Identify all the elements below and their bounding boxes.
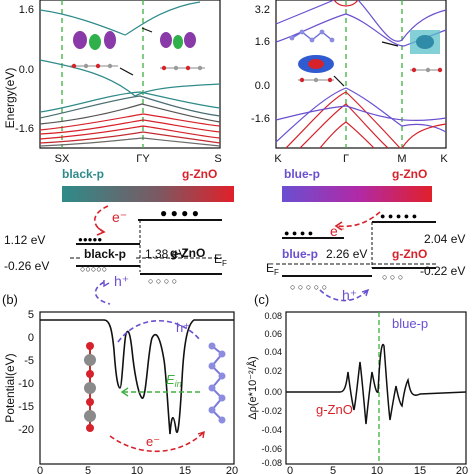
- material-label-blue-p: blue-p: [282, 247, 318, 261]
- band-left-ylabel: Energy(eV): [3, 68, 17, 129]
- band-right-xtick: M: [397, 153, 406, 165]
- electron-dots: ●●●●●: [78, 235, 102, 244]
- band-structure-blue-p: 3.2 1.6 0.0 -1.6 K Γ M K: [251, 0, 448, 165]
- panel-b-ylabel: Potential(eV): [3, 353, 17, 422]
- band-right-ytick: -1.6: [251, 113, 270, 125]
- band-left-ytick: 0.0: [19, 64, 34, 76]
- band-left-xtick: SX: [55, 153, 70, 165]
- panel-b-potential: (b) h⁺ e⁻ Ein 5 0 -5: [2, 292, 238, 474]
- panel-b-ytick: 5: [28, 309, 34, 321]
- panel-c-ytick: 0.06: [264, 329, 282, 339]
- electron-label-b: e⁻: [146, 434, 160, 449]
- panel-b-ytick: -15: [18, 401, 34, 413]
- band-right-xtick: K: [274, 153, 282, 165]
- gap-label-right: 2.26 eV: [326, 247, 367, 261]
- gradient-right-label-g-zno: g-ZnO: [392, 167, 427, 181]
- panel-b-xtick: 0: [37, 465, 43, 474]
- panel-c-ytick: 0.04: [264, 347, 282, 357]
- panel-b-xtick: 20: [226, 465, 238, 474]
- gradient-left-label-black-p: black-p: [62, 167, 104, 181]
- charge-density-inset-right: [289, 29, 443, 83]
- energy-bottom-right: -0.22 eV: [420, 264, 465, 278]
- fermi-label-right: EF: [266, 261, 279, 277]
- charge-density-inset-left: [70, 31, 205, 71]
- electron-dots: ● ● ● ●: [160, 206, 199, 220]
- gradient-left-label-g-zno: g-ZnO: [182, 167, 217, 181]
- panel-b-xtick: 10: [131, 465, 143, 474]
- hole-label-right: h⁺: [342, 287, 357, 303]
- panel-b-ytick: -20: [18, 424, 34, 436]
- band-right-ytick: 0.0: [255, 80, 270, 92]
- panel-c-xtick: 5: [330, 465, 336, 474]
- hole-circles: ○ ○ ○ ○: [148, 276, 177, 286]
- panel-b-xtick: 15: [179, 465, 191, 474]
- panel-b-label: (b): [2, 292, 18, 307]
- fermi-label-left: EF: [214, 252, 227, 268]
- hole-label-left: h⁺: [114, 273, 129, 289]
- energy-top-right: 2.04 eV: [424, 232, 465, 246]
- band-right-ytick: 3.2: [255, 4, 270, 16]
- panel-c-label: (c): [254, 292, 269, 307]
- band-structure-black-p: 1.6 0.0 -1.6 Energy(eV) SX ΓY S: [3, 0, 222, 165]
- material-label-g-zno: g-ZnO: [170, 246, 205, 260]
- gradient-right-label-blue-p: blue-p: [284, 167, 320, 181]
- panel-c-ytick: -0.02: [261, 406, 282, 416]
- gradient-bar-right: [282, 186, 432, 202]
- panel-b-xtick: 5: [85, 465, 91, 474]
- field-label-b: Ein: [166, 372, 182, 389]
- panel-c-xtick: 10: [371, 465, 383, 474]
- hole-label-b: h⁺: [176, 320, 190, 335]
- panel-c-ytick: 0.00: [264, 387, 282, 397]
- charge-difference-curve: [286, 343, 467, 425]
- electron-dots: ● ● ● ●: [284, 228, 313, 238]
- band-alignment-blue-p: e⁻ ● ● ● ● ● ● ● ● ● ○ ○ ○ ○ ○ ○ ○ ○ blu…: [266, 211, 465, 303]
- electron-dots: ● ● ● ● ●: [380, 211, 417, 221]
- energy-bottom-left: -0.26 eV: [4, 259, 49, 273]
- panel-c-xtick: 0: [287, 465, 293, 474]
- energy-top-left: 1.12 eV: [4, 233, 45, 247]
- panel-b-frame: [39, 311, 235, 465]
- band-right-ytick: 1.6: [255, 36, 270, 48]
- panel-b-ytick: 0: [28, 332, 34, 344]
- blue-p-atom-chain: [208, 342, 226, 424]
- panel-c-charge-difference: (c) blue-p g-ZnO 0.08 0.06 0.04 0.02 0.0…: [246, 292, 468, 474]
- panel-c-ytick: 0.02: [264, 366, 282, 376]
- band-right-xtick: K: [440, 153, 448, 165]
- panel-b-ytick: -10: [18, 378, 34, 390]
- band-left-ytick: -1.6: [15, 123, 34, 135]
- panel-c-ytick: 0.08: [264, 311, 282, 321]
- potential-curve: [40, 319, 234, 435]
- zno-atom-chain: [84, 342, 96, 432]
- band-right-frame: [275, 0, 447, 149]
- gap-label-left: 1.38 eV: [145, 247, 186, 261]
- panel-c-xtick: 15: [414, 465, 426, 474]
- material-label-g-zno: g-ZnO: [392, 247, 427, 261]
- electron-label-left: e⁻: [112, 209, 127, 225]
- hole-circles: ○ ○ ○: [382, 272, 403, 282]
- panel-c-ytick: -0.04: [261, 425, 282, 435]
- band-left-xtick: ΓY: [136, 153, 150, 165]
- gradient-bar-left: [62, 186, 234, 202]
- panel-b-ytick: -5: [24, 355, 34, 367]
- hole-circles: ○○○○○: [80, 264, 107, 274]
- band-left-xtick: S: [214, 153, 221, 165]
- panel-c-xtick: 20: [456, 465, 468, 474]
- hole-circles: ○ ○ ○ ○ ○: [290, 282, 327, 292]
- band-left-ytick: 1.6: [19, 4, 34, 16]
- material-label-blue-p-c: blue-p: [392, 316, 428, 331]
- electron-label-right: e⁻: [330, 223, 345, 239]
- band-right-xtick: Γ: [343, 153, 349, 165]
- panel-c-ylabel: Δρ(e*10⁻²/Å): [246, 356, 259, 419]
- panel-c-ytick: -0.06: [261, 444, 282, 454]
- band-alignment-black-p: e⁻ ● ● ● ● ●●●●● ○ ○ ○ ○ ○○○○○ black-p g…: [4, 205, 227, 305]
- panel-c-ytick: -0.08: [261, 458, 282, 468]
- material-label-g-zno-c: g-ZnO: [316, 402, 353, 417]
- material-label-black-p: black-p: [84, 247, 126, 261]
